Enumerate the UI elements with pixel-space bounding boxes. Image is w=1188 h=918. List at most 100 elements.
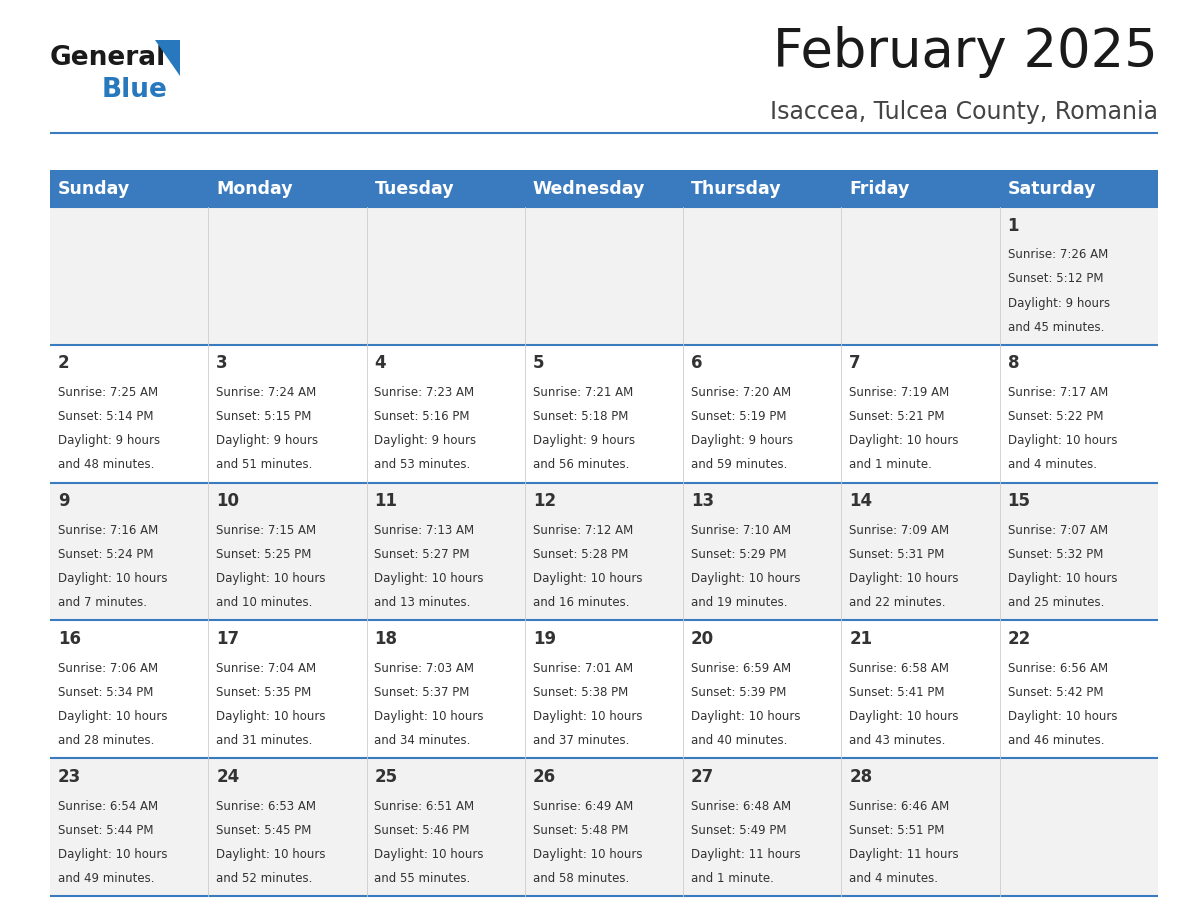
Bar — [50, 345, 1158, 483]
Text: Thursday: Thursday — [691, 180, 782, 197]
Text: Sunrise: 6:46 AM: Sunrise: 6:46 AM — [849, 800, 949, 812]
Text: Daylight: 10 hours: Daylight: 10 hours — [849, 572, 959, 585]
Text: Sunrise: 7:16 AM: Sunrise: 7:16 AM — [58, 524, 158, 537]
Text: Daylight: 11 hours: Daylight: 11 hours — [849, 847, 959, 861]
Text: Sunset: 5:12 PM: Sunset: 5:12 PM — [1007, 273, 1104, 285]
Text: Sunset: 5:19 PM: Sunset: 5:19 PM — [691, 410, 786, 423]
Text: and 52 minutes.: and 52 minutes. — [216, 872, 312, 885]
Text: Isaccea, Tulcea County, Romania: Isaccea, Tulcea County, Romania — [770, 100, 1158, 124]
Text: 4: 4 — [374, 354, 386, 373]
Text: 28: 28 — [849, 767, 872, 786]
Text: Friday: Friday — [849, 180, 910, 197]
Text: Sunset: 5:49 PM: Sunset: 5:49 PM — [691, 823, 786, 836]
Text: Daylight: 9 hours: Daylight: 9 hours — [691, 434, 794, 447]
Text: Sunrise: 7:10 AM: Sunrise: 7:10 AM — [691, 524, 791, 537]
Text: 1: 1 — [1007, 217, 1019, 235]
Text: Tuesday: Tuesday — [374, 180, 454, 197]
Text: Daylight: 9 hours: Daylight: 9 hours — [216, 434, 318, 447]
Text: 6: 6 — [691, 354, 702, 373]
Text: Daylight: 11 hours: Daylight: 11 hours — [691, 847, 801, 861]
Text: 17: 17 — [216, 630, 239, 648]
Text: and 19 minutes.: and 19 minutes. — [691, 597, 788, 610]
Text: Daylight: 10 hours: Daylight: 10 hours — [216, 710, 326, 723]
Text: Sunset: 5:28 PM: Sunset: 5:28 PM — [532, 548, 628, 561]
Text: 22: 22 — [1007, 630, 1031, 648]
Text: Saturday: Saturday — [1007, 180, 1097, 197]
Text: 20: 20 — [691, 630, 714, 648]
Text: 14: 14 — [849, 492, 872, 510]
Text: Daylight: 10 hours: Daylight: 10 hours — [216, 572, 326, 585]
Text: General: General — [50, 45, 166, 71]
Text: Sunset: 5:46 PM: Sunset: 5:46 PM — [374, 823, 470, 836]
Text: Daylight: 10 hours: Daylight: 10 hours — [691, 572, 801, 585]
Text: Daylight: 10 hours: Daylight: 10 hours — [216, 847, 326, 861]
Text: Sunrise: 7:20 AM: Sunrise: 7:20 AM — [691, 386, 791, 399]
Text: and 56 minutes.: and 56 minutes. — [532, 458, 630, 472]
Text: Sunrise: 7:12 AM: Sunrise: 7:12 AM — [532, 524, 633, 537]
Text: and 48 minutes.: and 48 minutes. — [58, 458, 154, 472]
Text: Sunset: 5:27 PM: Sunset: 5:27 PM — [374, 548, 470, 561]
Text: Sunset: 5:41 PM: Sunset: 5:41 PM — [849, 686, 944, 699]
Text: 25: 25 — [374, 767, 398, 786]
Bar — [50, 621, 1158, 758]
Text: 27: 27 — [691, 767, 714, 786]
Text: Sunset: 5:38 PM: Sunset: 5:38 PM — [532, 686, 628, 699]
Text: Sunset: 5:32 PM: Sunset: 5:32 PM — [1007, 548, 1102, 561]
Text: Sunrise: 7:07 AM: Sunrise: 7:07 AM — [1007, 524, 1107, 537]
Text: Sunset: 5:24 PM: Sunset: 5:24 PM — [58, 548, 153, 561]
Text: and 51 minutes.: and 51 minutes. — [216, 458, 312, 472]
Text: Daylight: 10 hours: Daylight: 10 hours — [1007, 710, 1117, 723]
Text: and 31 minutes.: and 31 minutes. — [216, 734, 312, 747]
Text: 8: 8 — [1007, 354, 1019, 373]
Text: Sunrise: 6:56 AM: Sunrise: 6:56 AM — [1007, 662, 1107, 675]
Text: Sunset: 5:45 PM: Sunset: 5:45 PM — [216, 823, 311, 836]
Text: Daylight: 10 hours: Daylight: 10 hours — [374, 572, 484, 585]
Text: Sunset: 5:44 PM: Sunset: 5:44 PM — [58, 823, 153, 836]
Text: 10: 10 — [216, 492, 239, 510]
Text: Daylight: 10 hours: Daylight: 10 hours — [374, 710, 484, 723]
Text: 2: 2 — [58, 354, 70, 373]
Text: and 49 minutes.: and 49 minutes. — [58, 872, 154, 885]
Text: Sunrise: 7:01 AM: Sunrise: 7:01 AM — [532, 662, 633, 675]
Text: Sunset: 5:42 PM: Sunset: 5:42 PM — [1007, 686, 1104, 699]
Text: Daylight: 10 hours: Daylight: 10 hours — [532, 847, 643, 861]
Text: 18: 18 — [374, 630, 398, 648]
Text: 5: 5 — [532, 354, 544, 373]
Text: Sunrise: 7:25 AM: Sunrise: 7:25 AM — [58, 386, 158, 399]
Text: Sunset: 5:35 PM: Sunset: 5:35 PM — [216, 686, 311, 699]
Text: 9: 9 — [58, 492, 70, 510]
Text: Sunrise: 7:23 AM: Sunrise: 7:23 AM — [374, 386, 475, 399]
Text: Sunset: 5:34 PM: Sunset: 5:34 PM — [58, 686, 153, 699]
Text: Daylight: 10 hours: Daylight: 10 hours — [58, 710, 168, 723]
Bar — [50, 207, 1158, 345]
Text: Sunrise: 7:03 AM: Sunrise: 7:03 AM — [374, 662, 474, 675]
Text: Sunrise: 7:26 AM: Sunrise: 7:26 AM — [1007, 249, 1108, 262]
Text: February 2025: February 2025 — [773, 26, 1158, 78]
Text: and 34 minutes.: and 34 minutes. — [374, 734, 470, 747]
Text: Sunset: 5:37 PM: Sunset: 5:37 PM — [374, 686, 470, 699]
Text: 11: 11 — [374, 492, 398, 510]
Text: Daylight: 10 hours: Daylight: 10 hours — [849, 434, 959, 447]
Text: Sunrise: 7:21 AM: Sunrise: 7:21 AM — [532, 386, 633, 399]
Text: Sunset: 5:25 PM: Sunset: 5:25 PM — [216, 548, 311, 561]
Text: and 45 minutes.: and 45 minutes. — [1007, 320, 1104, 333]
Text: Sunrise: 7:09 AM: Sunrise: 7:09 AM — [849, 524, 949, 537]
Text: and 22 minutes.: and 22 minutes. — [849, 597, 946, 610]
Text: Monday: Monday — [216, 180, 292, 197]
Bar — [50, 170, 1158, 207]
Text: Daylight: 10 hours: Daylight: 10 hours — [1007, 434, 1117, 447]
Text: 24: 24 — [216, 767, 240, 786]
Text: and 1 minute.: and 1 minute. — [849, 458, 933, 472]
Text: 7: 7 — [849, 354, 861, 373]
Text: and 43 minutes.: and 43 minutes. — [849, 734, 946, 747]
Text: Sunset: 5:22 PM: Sunset: 5:22 PM — [1007, 410, 1104, 423]
Text: and 59 minutes.: and 59 minutes. — [691, 458, 788, 472]
Text: Daylight: 9 hours: Daylight: 9 hours — [374, 434, 476, 447]
Text: and 4 minutes.: and 4 minutes. — [1007, 458, 1097, 472]
Text: Sunset: 5:48 PM: Sunset: 5:48 PM — [532, 823, 628, 836]
Text: and 1 minute.: and 1 minute. — [691, 872, 773, 885]
Text: and 53 minutes.: and 53 minutes. — [374, 458, 470, 472]
Text: Sunset: 5:51 PM: Sunset: 5:51 PM — [849, 823, 944, 836]
Text: Daylight: 10 hours: Daylight: 10 hours — [58, 572, 168, 585]
Text: Sunset: 5:29 PM: Sunset: 5:29 PM — [691, 548, 786, 561]
